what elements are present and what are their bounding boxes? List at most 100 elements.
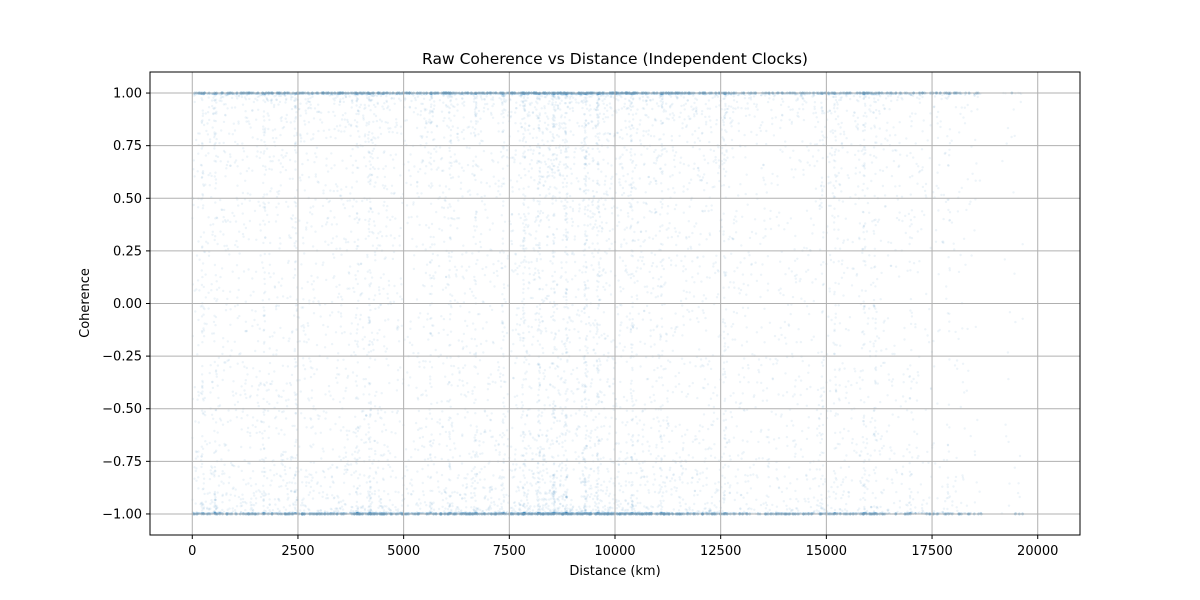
scatter-point (492, 263, 495, 266)
scatter-point (688, 181, 691, 185)
scatter-point (324, 333, 328, 336)
scatter-point (246, 192, 249, 195)
scatter-point (797, 328, 800, 331)
scatter-point (606, 334, 609, 338)
scatter-point (639, 267, 642, 270)
scatter-point (534, 318, 537, 321)
scatter-point (583, 253, 586, 257)
scatter-point (263, 320, 267, 323)
scatter-point (597, 472, 600, 475)
scatter-point (389, 218, 392, 222)
scatter-point (222, 233, 225, 236)
scatter-point (926, 139, 929, 142)
scatter-point (383, 443, 386, 447)
scatter-point (841, 200, 845, 203)
scatter-point (380, 417, 383, 420)
scatter-point (432, 107, 436, 111)
scatter-point (236, 316, 239, 320)
scatter-point (832, 221, 836, 224)
scatter-point (921, 185, 925, 189)
scatter-point (229, 323, 232, 326)
scatter-point (374, 181, 377, 184)
scatter-point (890, 380, 893, 383)
scatter-point (722, 367, 725, 371)
scatter-point (369, 167, 372, 171)
scatter-point (424, 122, 428, 125)
scatter-point (448, 167, 451, 170)
scatter-point (386, 458, 389, 462)
scatter-point (406, 504, 410, 507)
scatter-point (619, 484, 623, 488)
scatter-point (440, 492, 443, 495)
scatter-point (867, 317, 870, 320)
scatter-point (908, 501, 912, 504)
scatter-point (502, 476, 506, 479)
scatter-point (552, 113, 555, 117)
scatter-point (873, 100, 876, 103)
scatter-point (805, 404, 808, 407)
scatter-point (764, 235, 767, 238)
scatter-point (301, 481, 304, 484)
scatter-point (807, 364, 811, 367)
scatter-point (759, 242, 762, 246)
scatter-point (605, 486, 609, 489)
scatter-point (805, 209, 809, 212)
scatter-point (344, 367, 347, 370)
scatter-point (623, 146, 626, 149)
scatter-point (386, 204, 389, 208)
scatter-point (885, 129, 888, 132)
scatter-point (240, 428, 243, 431)
scatter-point (213, 494, 216, 497)
scatter-point (615, 306, 619, 309)
scatter-point (502, 510, 506, 513)
scatter-point (921, 509, 924, 512)
scatter-point (728, 454, 731, 458)
scatter-point (457, 339, 460, 342)
scatter-point (292, 477, 296, 480)
scatter-point (303, 140, 306, 143)
scatter-point (765, 191, 768, 194)
scatter-point (355, 343, 359, 346)
scatter-point (862, 343, 865, 347)
scatter-point (339, 194, 343, 197)
scatter-point (201, 109, 204, 112)
scatter-point (416, 428, 420, 432)
scatter-point (802, 168, 805, 172)
scatter-point (382, 273, 385, 276)
scatter-point (227, 409, 230, 412)
scatter-point (289, 96, 293, 99)
scatter-point (550, 510, 553, 514)
scatter-point (723, 476, 726, 479)
scatter-point (338, 247, 342, 250)
scatter-point (477, 109, 481, 113)
scatter-point (916, 491, 920, 494)
scatter-point (448, 146, 451, 150)
scatter-point (262, 499, 265, 502)
scatter-point (259, 420, 263, 423)
scatter-point (860, 289, 864, 292)
scatter-point (630, 438, 633, 441)
scatter-point (501, 330, 504, 334)
scatter-point (214, 182, 218, 185)
scatter-point (589, 114, 592, 117)
scatter-point (678, 423, 681, 426)
scatter-point (285, 113, 288, 117)
scatter-point (268, 361, 272, 365)
scatter-point (916, 182, 919, 185)
scatter-point (680, 435, 684, 438)
scatter-point (838, 443, 841, 446)
scatter-point (523, 167, 526, 171)
scatter-point (734, 215, 737, 218)
scatter-point (618, 489, 622, 492)
scatter-point (910, 511, 913, 514)
scatter-point (679, 111, 682, 115)
scatter-point (271, 129, 275, 132)
scatter-point (710, 204, 713, 207)
scatter-point (600, 425, 603, 428)
scatter-point (257, 200, 260, 203)
scatter-point (800, 297, 803, 300)
scatter-point (1021, 243, 1024, 246)
scatter-point (635, 458, 638, 461)
scatter-point (585, 415, 589, 418)
scatter-point (312, 205, 315, 208)
